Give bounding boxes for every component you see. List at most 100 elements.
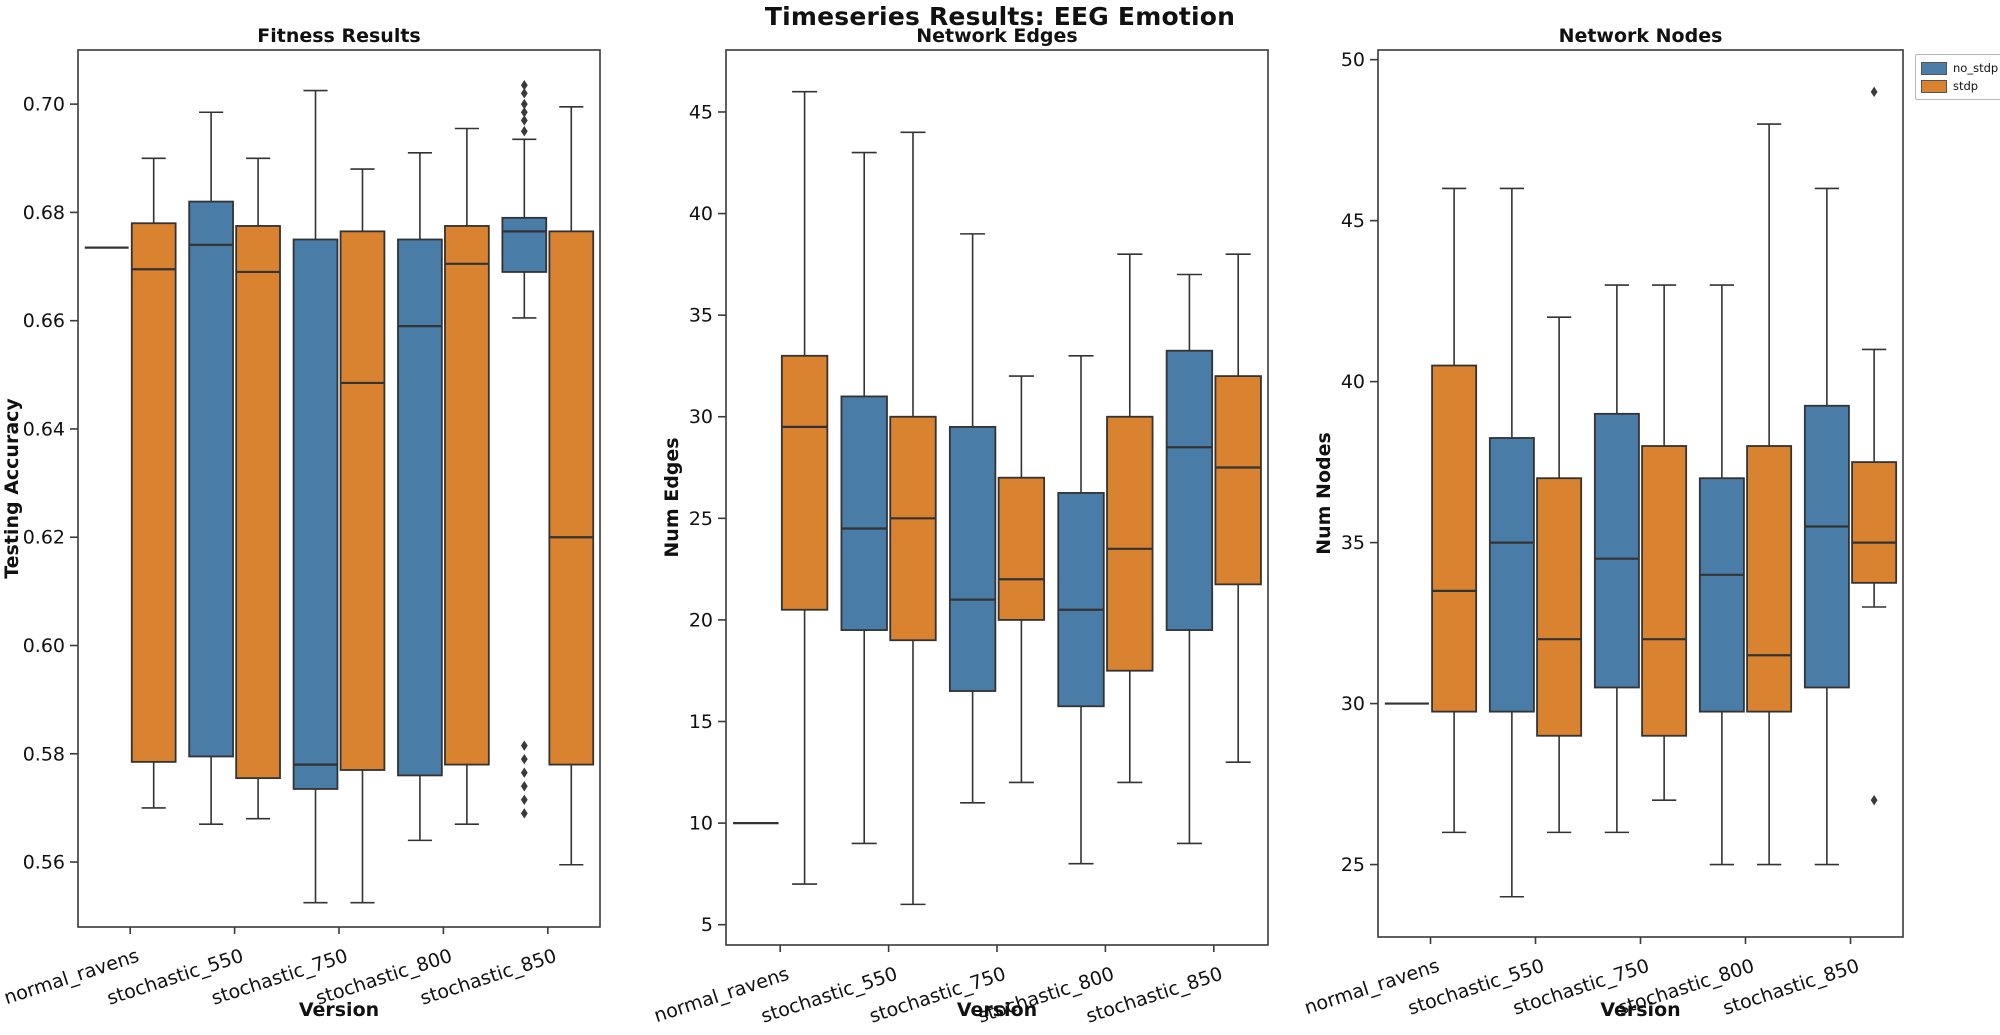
y-tick-label: 30 [689, 406, 713, 428]
box-rect [997, 476, 1046, 621]
outlier-diamond-icon [520, 767, 528, 778]
stdp-swatch-icon [1921, 79, 1947, 93]
box-rect [501, 216, 548, 273]
y-tick-label: 0.68 [23, 202, 65, 224]
box-rect [1851, 461, 1898, 584]
y-tick-label: 50 [1341, 49, 1365, 71]
box-no_stdp-stochastic_550 [840, 151, 888, 845]
box-stdp-stochastic_550 [1536, 316, 1583, 834]
x-axis-label: Version [957, 999, 1037, 1021]
y-tick-label: 35 [1341, 532, 1365, 554]
subplot-network-edges: 5 10 15 20 25 30 35 40 45 Network Edges Num Edges V… [651, 25, 1269, 1028]
box-stdp-normal_ravens [780, 90, 829, 885]
box-no_stdp-stochastic_750 [292, 89, 339, 904]
subplot-title: Network Nodes [1559, 25, 1723, 47]
outlier-diamond-icon [520, 126, 528, 137]
box-stdp-stochastic_850 [1851, 86, 1898, 806]
y-tick-label: 0.62 [23, 527, 65, 549]
y-tick-label: 20 [689, 609, 713, 631]
box-rect [889, 415, 937, 642]
legend-label: no_stdp [1953, 61, 1999, 75]
box-no_stdp-stochastic_550 [1488, 187, 1535, 898]
box-rect [397, 238, 443, 777]
subplot-title: Fitness Results [257, 25, 420, 47]
box-stdp-normal_ravens [1431, 187, 1478, 834]
y-tick-label: 15 [689, 711, 713, 733]
outlier-diamond-icon [520, 808, 528, 819]
box-stdp-stochastic_850 [1214, 253, 1262, 763]
box-no_stdp-stochastic_850 [501, 79, 548, 819]
box-rect [548, 230, 595, 766]
y-tick-label: 40 [689, 203, 713, 225]
box-rect [130, 222, 177, 763]
box-no_stdp-stochastic_800 [397, 152, 443, 842]
y-tick-label: 0.56 [23, 852, 65, 874]
outlier-diamond-icon [520, 794, 528, 805]
y-axis-label: Num Edges [661, 437, 683, 557]
outlier-diamond-icon [520, 88, 528, 99]
x-axis-label: Version [1600, 999, 1680, 1021]
outlier-diamond-icon [520, 753, 528, 765]
y-axis-label: Testing Accuracy [1, 398, 23, 579]
y-tick-label: 0.64 [23, 418, 65, 440]
box-rect [235, 225, 281, 780]
outlier-diamond-icon [1870, 86, 1878, 98]
outlier-diamond-icon [520, 79, 528, 91]
box-rect [1803, 404, 1850, 689]
box-rect [1057, 492, 1105, 708]
box-stdp-stochastic_800 [1746, 123, 1793, 866]
box-no_stdp-stochastic_800 [1698, 284, 1745, 866]
legend-item-no-stdp: no_stdp [1921, 59, 1999, 77]
subplot-fitness-results: 0.56 0.58 0.60 0.62 0.64 0.66 0.68 0.70 Fitness … [1, 25, 601, 1021]
no-stdp-swatch-icon [1921, 61, 1947, 75]
box-rect [1746, 445, 1793, 713]
y-tick-label: 25 [1341, 854, 1365, 876]
box-stdp-stochastic_850 [548, 106, 595, 866]
legend: no_stdp stdp [1915, 54, 2000, 100]
subplot-title: Network Edges [916, 25, 1077, 47]
box-rect [1488, 437, 1535, 713]
box-rect [1431, 364, 1478, 713]
box-stdp-normal_ravens [130, 157, 177, 809]
y-tick-label: 0.58 [23, 743, 65, 765]
box-rect [1698, 477, 1745, 713]
box-rect [292, 238, 339, 790]
box-no_stdp-stochastic_750 [1593, 284, 1640, 834]
box-rect [948, 425, 997, 692]
y-tick-label: 0.60 [23, 635, 65, 657]
y-tick-label: 35 [689, 305, 713, 327]
outlier-diamond-icon [1870, 794, 1878, 806]
y-tick-label: 0.66 [23, 310, 65, 332]
box-stdp-stochastic_550 [889, 131, 937, 906]
legend-label: stdp [1953, 79, 1979, 93]
y-tick-label: 45 [689, 101, 713, 123]
y-tick-label: 25 [689, 508, 713, 530]
box-rect [1214, 375, 1262, 586]
box-stdp-stochastic_550 [235, 157, 281, 820]
box-rect [1106, 415, 1154, 672]
y-tick-label: 0.70 [23, 94, 65, 116]
outlier-diamond-icon [520, 107, 528, 118]
box-rect [780, 354, 829, 611]
box-no_stdp-stochastic_750 [948, 233, 997, 804]
box-rect [840, 395, 888, 631]
box-no_stdp-stochastic_850 [1803, 187, 1850, 866]
y-tick-label: 30 [1341, 693, 1365, 715]
box-rect [1641, 445, 1688, 737]
box-rect [1165, 349, 1214, 631]
box-stdp-stochastic_750 [339, 168, 386, 904]
box-stdp-stochastic_750 [997, 375, 1046, 784]
box-rect [339, 230, 386, 771]
box-no_stdp-stochastic_850 [1165, 273, 1214, 845]
x-axis-label: Version [299, 999, 379, 1021]
outlier-diamond-icon [520, 98, 528, 110]
y-tick-label: 5 [701, 914, 713, 936]
outlier-diamond-icon [520, 740, 528, 751]
y-tick-label: 40 [1341, 371, 1365, 393]
legend-item-stdp: stdp [1921, 77, 1996, 95]
box-stdp-stochastic_800 [1106, 253, 1154, 784]
box-rect [1593, 412, 1640, 689]
figure-title: Timeseries Results: EEG Emotion [764, 2, 1236, 31]
subplot-network-nodes: 25 30 35 40 45 50 Network Nodes Num Nodes Versio… [1302, 25, 1904, 1021]
